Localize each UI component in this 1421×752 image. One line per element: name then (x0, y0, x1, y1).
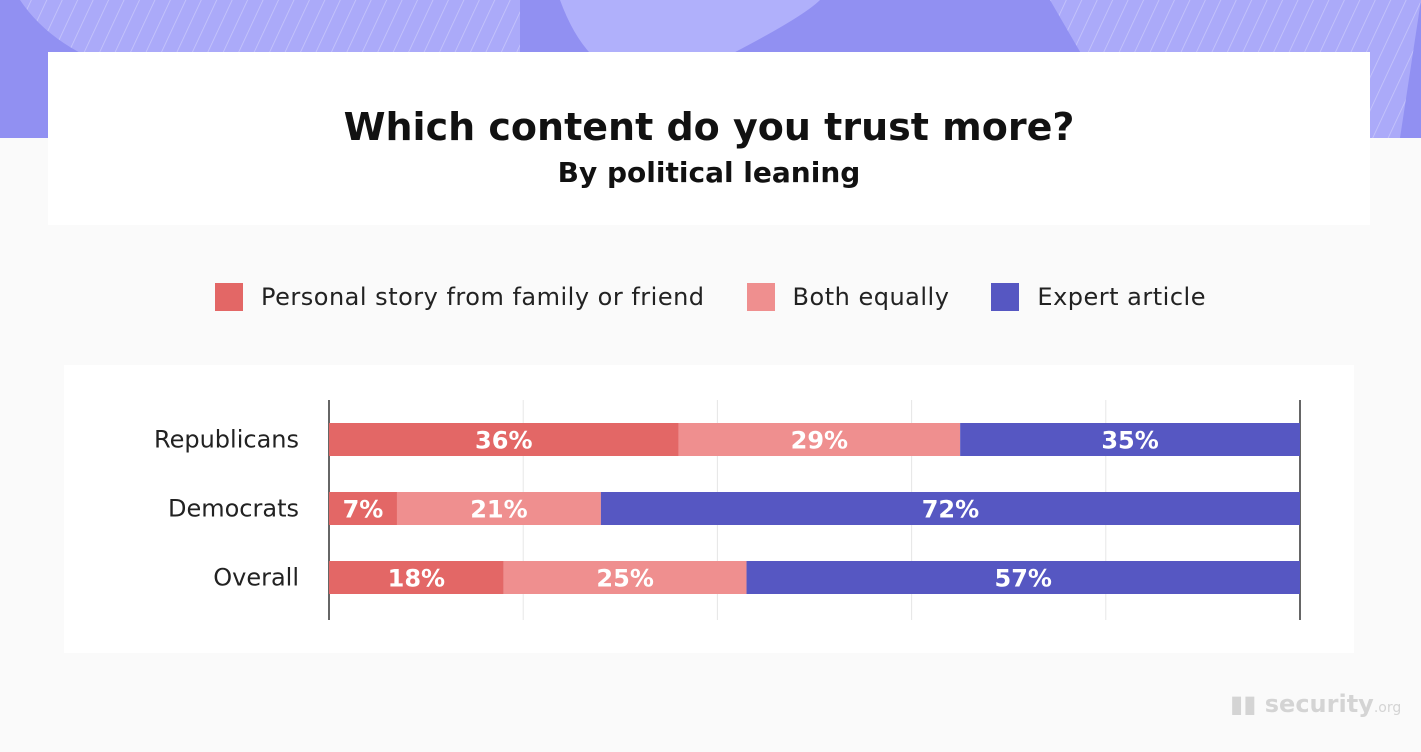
legend-swatch (746, 283, 775, 311)
category-label: Republicans (154, 426, 299, 454)
legend-swatch (215, 283, 244, 311)
legend-label: Personal story from family or friend (261, 283, 705, 311)
bar-segment (960, 423, 1300, 456)
data-label: 29% (791, 427, 848, 455)
bar-segment (746, 561, 1300, 594)
data-label: 57% (995, 565, 1052, 593)
data-label: 7% (343, 496, 384, 524)
legend-item-both: Both equally (746, 283, 950, 311)
data-label: 25% (596, 565, 653, 593)
data-label: 72% (922, 496, 979, 524)
category-label: Overall (213, 564, 299, 592)
category-label: Democrats (168, 495, 299, 523)
security-org-logo: ▮▮ security.org (1230, 690, 1402, 718)
chart-title: Which content do you trust more? (343, 105, 1075, 149)
data-label: 18% (388, 565, 445, 593)
legend-item-expert: Expert article (991, 283, 1206, 311)
legend-item-personal: Personal story from family or friend (215, 283, 705, 311)
legend-swatch (991, 283, 1020, 311)
bar-segment (329, 423, 679, 456)
bar-segment (329, 492, 397, 525)
legend-label: Both equally (792, 283, 950, 311)
data-label: 35% (1101, 427, 1158, 455)
chart-subtitle: By political leaning (557, 156, 861, 189)
bar-segment (600, 492, 1300, 525)
bar-segment (329, 561, 504, 594)
bar-segment (678, 423, 961, 456)
legend: Personal story from family or friend Bot… (0, 283, 1421, 311)
data-label: 21% (470, 496, 527, 524)
legend-label: Expert article (1037, 283, 1206, 311)
data-label: 36% (475, 427, 532, 455)
title-card: Which content do you trust more? By poli… (48, 52, 1370, 225)
bar-segment (396, 492, 601, 525)
bar-segment (503, 561, 747, 594)
